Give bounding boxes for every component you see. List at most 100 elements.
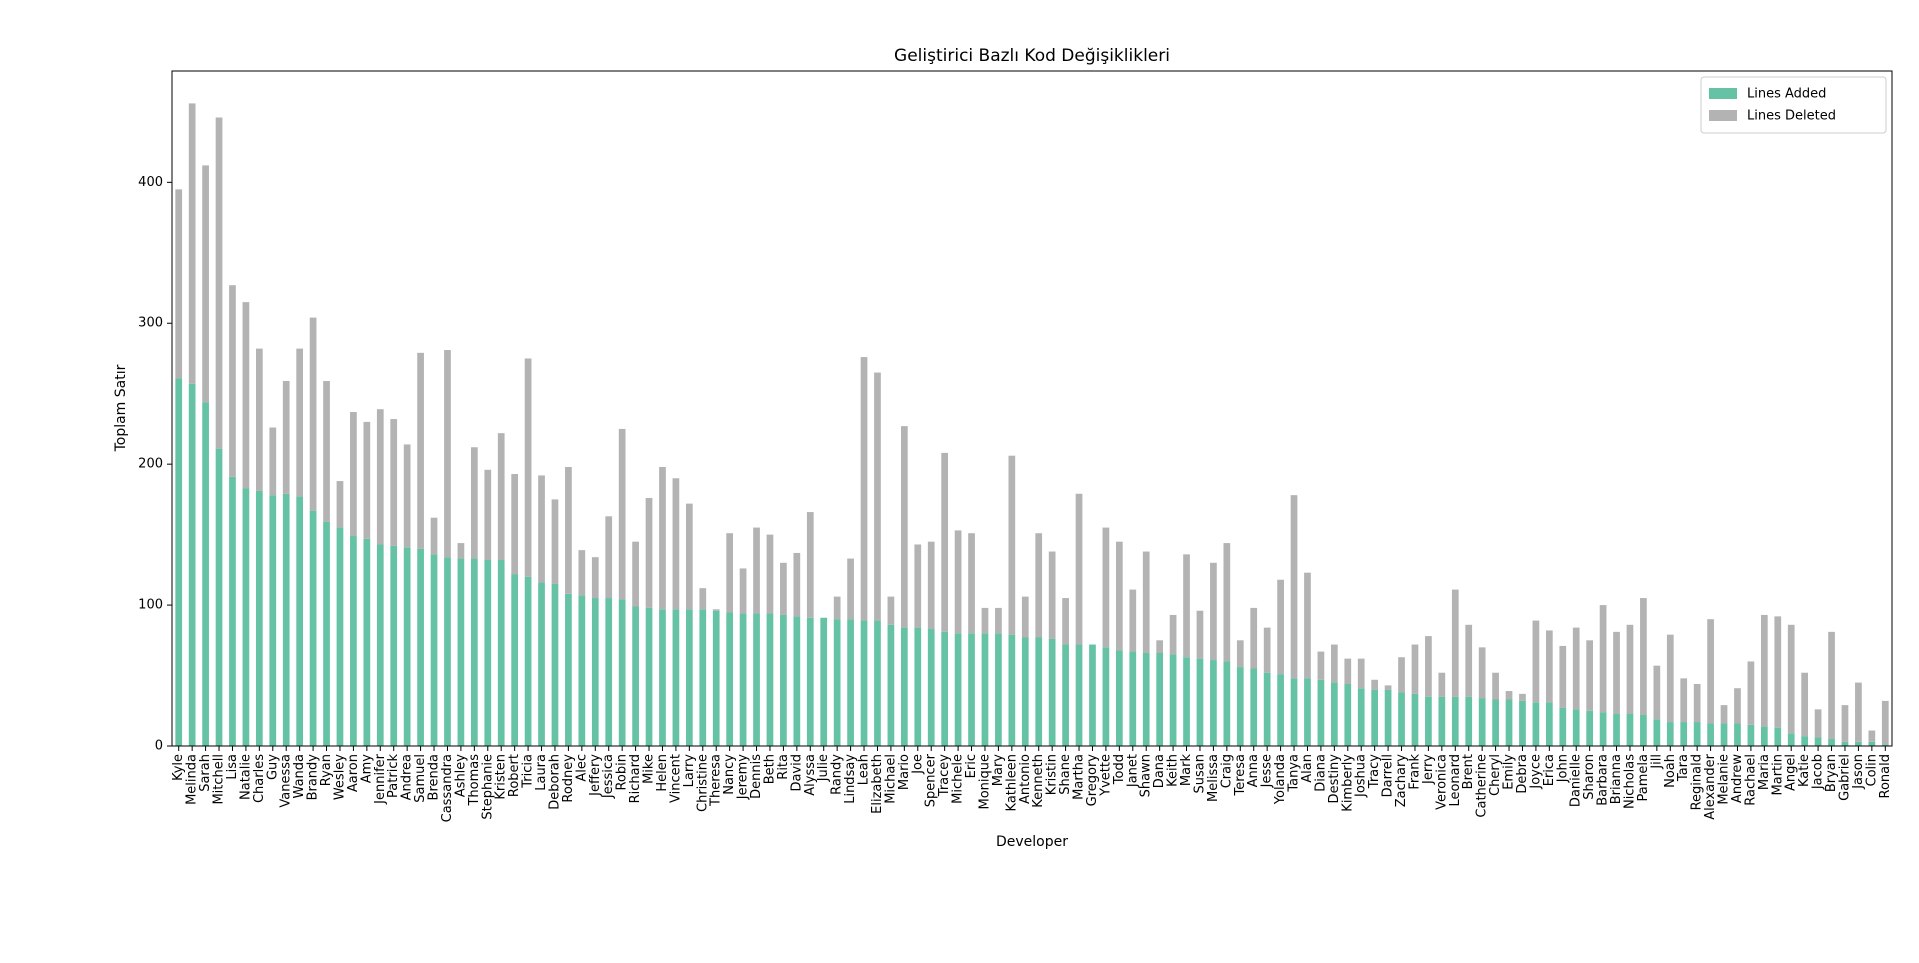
bar-segment (269, 427, 277, 496)
bar-segment (1357, 658, 1365, 689)
x-tick-label: Nicholas (1622, 754, 1637, 809)
x-tick-label: Mary (991, 754, 1006, 787)
x-tick-label: Todd (1112, 754, 1127, 785)
x-tick-label: Zachary (1394, 754, 1409, 808)
bar-segment (887, 596, 895, 625)
bar-segment (685, 609, 693, 746)
bar-segment (1425, 636, 1432, 697)
x-tick-label: Leonard (1448, 754, 1463, 807)
x-tick-label: Martin (1770, 754, 1785, 795)
x-tick-label: Mario (897, 754, 912, 790)
bar-segment (927, 629, 935, 746)
x-tick-label: Jesse (1260, 754, 1275, 788)
x-tick-label: Shane (1058, 754, 1073, 795)
bar-segment (336, 481, 344, 528)
bar-segment (1707, 619, 1714, 724)
bar-segment (1156, 652, 1164, 746)
x-tick-label: Susan (1192, 754, 1207, 793)
bar-segment (578, 595, 586, 746)
bar-segment (1693, 683, 1701, 723)
bar-segment (417, 352, 424, 549)
bar-segment (1855, 741, 1862, 746)
bar-segment (444, 557, 451, 746)
legend-box (1700, 76, 1887, 134)
x-tick-label: Tanya (1287, 754, 1302, 793)
bar-segment (1263, 627, 1271, 673)
bar-segment (1519, 700, 1526, 746)
bar-segment (1572, 709, 1580, 746)
bar-segment (1881, 744, 1889, 746)
bar-segment (188, 383, 196, 746)
bar-segment (1519, 693, 1526, 701)
x-tick-label: Gabriel (1837, 754, 1852, 801)
bar-segment (1102, 647, 1110, 746)
x-axis-label: Developer (996, 834, 1068, 850)
x-tick-label: Wanda (292, 754, 307, 798)
bar-segment (403, 547, 411, 746)
bar-segment (605, 516, 613, 599)
bar-segment (1868, 730, 1876, 742)
x-tick-label: Tricia (521, 754, 536, 789)
x-tick-label: Noah (1663, 754, 1678, 788)
x-tick-label: Jessica (601, 754, 616, 799)
bar-segment (632, 541, 639, 607)
x-tick-label: Patrick (386, 754, 401, 798)
bar-segment (1008, 634, 1016, 746)
x-tick-label: Larry (682, 754, 697, 788)
x-tick-label: Debra (1515, 754, 1530, 794)
bar-segment (900, 627, 908, 746)
bar-segment (1425, 696, 1432, 746)
y-tick-label: 300 (138, 316, 163, 331)
x-tick-label: Kimberly (1340, 754, 1355, 812)
bar-segment (255, 490, 263, 746)
x-tick-label: Destiny (1327, 754, 1342, 804)
bar-segment (1438, 696, 1446, 746)
x-tick-label: Darrell (1381, 754, 1396, 797)
bar-segment (1236, 640, 1244, 668)
x-tick-label: Emily (1502, 754, 1517, 790)
bar-segment (1277, 579, 1284, 675)
x-tick-label: Robert (507, 754, 522, 797)
bar-segment (390, 419, 398, 546)
x-tick-label: Shawn (1139, 754, 1154, 797)
bar-segment (1801, 736, 1809, 746)
bar-segment (282, 381, 290, 494)
x-tick-label: Erica (1542, 754, 1557, 786)
bar-segment (1465, 624, 1473, 697)
x-tick-label: Stephanie (480, 754, 495, 820)
x-tick-label: Jennifer (373, 753, 388, 804)
bar-segment (1559, 645, 1567, 708)
bar-segment (323, 381, 330, 522)
bar-segment (524, 576, 532, 746)
bar-segment (618, 599, 626, 746)
bar-segment (1021, 596, 1029, 638)
bar-segment (699, 609, 707, 746)
x-tick-label: Melissa (1206, 754, 1221, 802)
x-tick-label: Angel (1784, 754, 1799, 791)
x-tick-label: Joshua (1354, 754, 1369, 798)
bar-segment (1317, 651, 1325, 680)
bar-segment (1774, 616, 1782, 728)
bar-segment (511, 474, 519, 575)
bar-segment (1760, 726, 1768, 746)
bar-segment (605, 598, 613, 746)
bar-segment (470, 558, 478, 746)
bar-segment (927, 541, 935, 630)
bar-segment (323, 521, 330, 746)
x-tick-label: Cheryl (1488, 754, 1503, 796)
x-tick-label: Michele (951, 754, 966, 804)
bar-segment (1142, 652, 1150, 746)
bar-segment (282, 493, 290, 746)
bar-segment (1304, 572, 1311, 679)
bar-segment (390, 545, 398, 746)
bar-segment (1102, 527, 1110, 648)
bar-segment (1640, 714, 1647, 746)
bar-segment (1169, 614, 1177, 655)
bar-segment (1344, 683, 1352, 746)
bar-segment (202, 165, 209, 403)
chart-title: Geliştirici Bazlı Kod Değişiklikleri (894, 46, 1170, 66)
bar-segment (1881, 700, 1889, 745)
bar-segment (1640, 598, 1647, 715)
bar-segment (484, 469, 492, 560)
bar-segment (430, 517, 438, 555)
